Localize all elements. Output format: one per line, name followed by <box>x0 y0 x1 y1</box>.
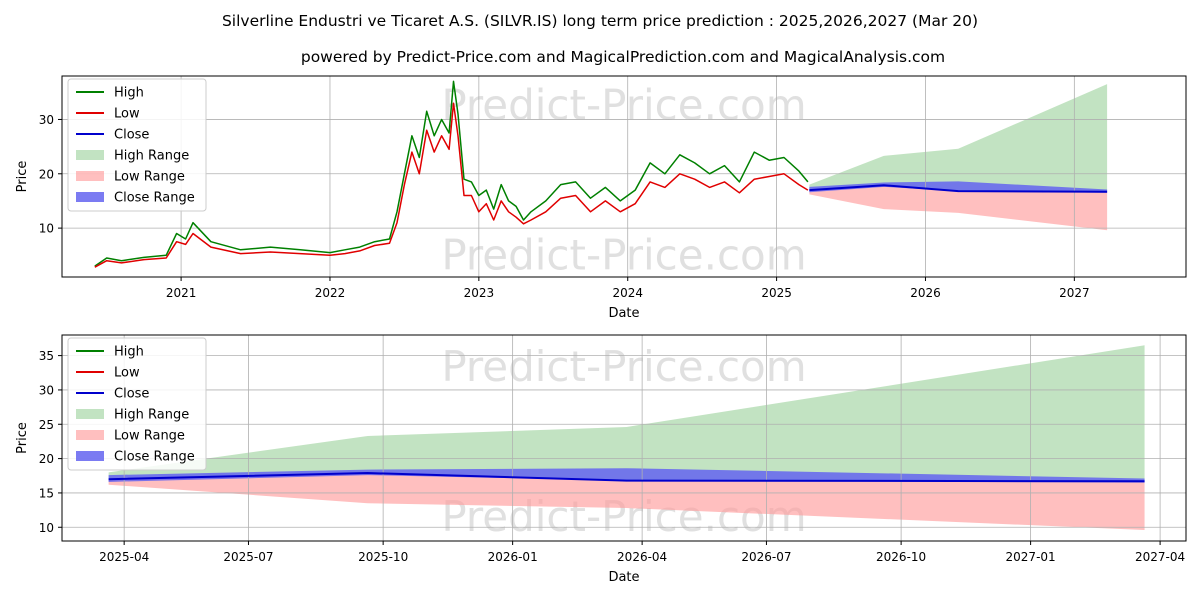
y-tick-label: 10 <box>39 521 54 535</box>
x-axis-label: Date <box>608 570 639 585</box>
x-tick-label: 2022 <box>315 286 346 300</box>
legend-swatch <box>76 171 104 181</box>
legend-label: Low Range <box>114 429 185 444</box>
x-tick-label: 2021 <box>166 286 197 300</box>
legend-label: Low <box>114 366 140 381</box>
chart-subtitle: powered by Predict-Price.com and Magical… <box>301 48 945 66</box>
low-range-band <box>809 185 1108 231</box>
x-tick-label: 2026-04 <box>617 550 667 564</box>
legend-label: Close Range <box>114 191 195 206</box>
x-tick-label: 2026-10 <box>876 550 926 564</box>
x-tick-label: 2025-10 <box>358 550 408 564</box>
y-tick-label: 25 <box>39 418 54 432</box>
x-axis-label: Date <box>608 306 639 321</box>
y-tick-label: 20 <box>39 167 54 181</box>
y-tick-label: 35 <box>39 349 54 363</box>
legend-label: High Range <box>114 408 189 423</box>
y-tick-label: 10 <box>39 222 54 236</box>
x-tick-label: 2023 <box>464 286 495 300</box>
forecast-panel: Predict-Price.comPredict-Price.com2025-0… <box>15 334 1187 585</box>
x-tick-label: 2024 <box>612 286 643 300</box>
high-line <box>94 80 809 267</box>
y-tick-label: 30 <box>39 383 54 397</box>
x-tick-label: 2025-04 <box>99 550 149 564</box>
chart-title: Silverline Endustri ve Ticaret A.S. (SIL… <box>222 12 978 30</box>
y-axis-label: Price <box>15 422 30 454</box>
close-range-band <box>108 468 1145 483</box>
legend-swatch <box>76 150 104 160</box>
watermark-text: Predict-Price.com <box>441 342 806 391</box>
x-tick-label: 2025-07 <box>223 550 273 564</box>
x-tick-label: 2027-04 <box>1135 550 1185 564</box>
history-panel: Predict-Price.com Predict-Price.com 2021 20… <box>15 75 1187 321</box>
watermark-text: Predict-Price.com <box>441 231 806 280</box>
legend-label: High Range <box>114 149 189 164</box>
legend-label: Low <box>114 107 140 122</box>
legend-swatch <box>76 192 104 202</box>
legend-label: Close <box>114 387 149 402</box>
legend-label: High <box>114 345 144 360</box>
axes-frame <box>61 334 1187 542</box>
y-tick-label: 20 <box>39 452 54 466</box>
x-tick-label: 2026-07 <box>741 550 791 564</box>
legend-label: Close Range <box>114 450 195 465</box>
close-forecast-line <box>809 184 1108 193</box>
legend-label: High <box>114 86 144 101</box>
legend-label: Close <box>114 128 149 143</box>
high-range-band <box>108 345 1145 482</box>
axes-frame <box>61 75 1187 278</box>
y-tick-label: 30 <box>39 113 54 127</box>
x-tick-label: 2025 <box>761 286 792 300</box>
low-range-band <box>108 473 1145 531</box>
y-axis-label: Price <box>15 161 30 193</box>
legend-label: Low Range <box>114 170 185 185</box>
close-forecast-line <box>108 472 1145 483</box>
high-range-band <box>809 84 1108 192</box>
x-tick-label: 2027 <box>1059 286 1090 300</box>
x-tick-label: 2026 <box>910 286 941 300</box>
legend-swatch <box>76 451 104 461</box>
x-tick-label: 2026-01 <box>488 550 538 564</box>
legend-swatch <box>76 430 104 440</box>
watermark-text: Predict-Price.com <box>441 81 806 130</box>
x-tick-label: 2027-01 <box>1006 550 1056 564</box>
y-tick-label: 15 <box>39 486 54 500</box>
legend-swatch <box>76 409 104 419</box>
low-line <box>94 102 809 268</box>
